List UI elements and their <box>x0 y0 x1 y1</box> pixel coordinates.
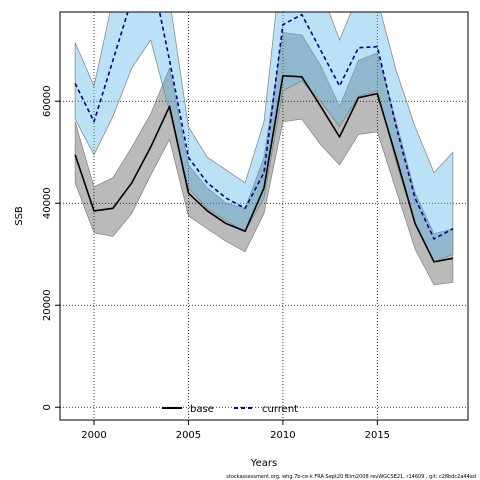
legend: base current <box>162 404 298 415</box>
x-tick-label: 2000 <box>81 430 106 441</box>
series-line-base <box>74 74 454 263</box>
confidence-band-current <box>74 12 454 263</box>
plot-frame <box>59 11 469 421</box>
confidence-bands <box>74 12 454 286</box>
y-axis: 0 20000 40000 60000 <box>42 85 60 410</box>
y-tick-label: 60000 <box>42 85 53 117</box>
legend-label-base: base <box>190 404 214 415</box>
x-tick-label: 2010 <box>270 430 295 441</box>
confidence-band-base <box>74 32 454 286</box>
footer-note: stockassessment.org, whg.7b-ce-k FRA Sep… <box>226 474 476 480</box>
x-tick-label: 2005 <box>176 430 201 441</box>
series-line-current <box>74 12 454 240</box>
y-tick-label: 0 <box>42 404 53 410</box>
x-axis-title: Years <box>250 458 277 469</box>
y-axis-title: SSB <box>14 206 25 226</box>
y-tick-label: 20000 <box>42 289 53 321</box>
x-tick-label: 2015 <box>365 430 390 441</box>
series-lines <box>74 12 454 263</box>
legend-label-current: current <box>262 404 298 415</box>
y-tick-label: 40000 <box>42 187 53 219</box>
x-axis: 2000 2005 2010 2015 <box>81 420 390 441</box>
